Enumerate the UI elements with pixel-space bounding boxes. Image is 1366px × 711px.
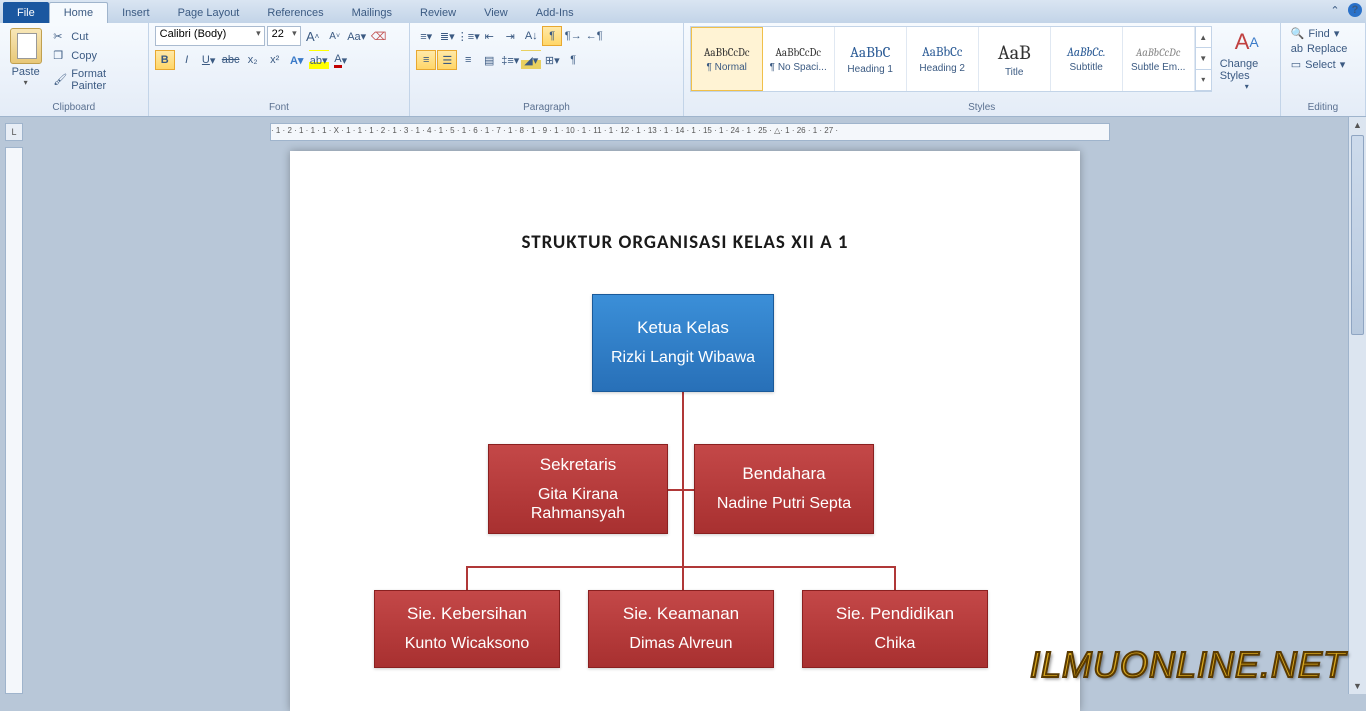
borders-button[interactable]: ⊞▾ [542, 50, 562, 70]
style-item[interactable]: AaBbCcDc¶ Normal [691, 27, 763, 91]
org-node-bendahara[interactable]: BendaharaNadine Putri Septa [694, 444, 874, 534]
rtl-button[interactable]: ←¶ [584, 26, 604, 46]
align-center-button[interactable]: ☰ [437, 50, 457, 70]
tab-references[interactable]: References [253, 2, 337, 23]
paragraph-mark-button[interactable]: ¶ [563, 50, 583, 70]
document-page: STRUKTUR ORGANISASI KELAS XII A 1 Ketua … [290, 151, 1080, 711]
superscript-button[interactable]: x² [265, 50, 285, 70]
find-button[interactable]: 🔍Find ▾ [1287, 26, 1359, 41]
style-item[interactable]: AaBbCcDc¶ No Spaci... [763, 27, 835, 91]
tab-mailings[interactable]: Mailings [338, 2, 406, 23]
org-chart[interactable]: Ketua KelasRizki Langit Wibawa Sekretaris… [290, 294, 1080, 694]
tab-page-layout[interactable]: Page Layout [164, 2, 254, 23]
multilevel-button[interactable]: ⋮≡▾ [458, 26, 478, 46]
styles-gallery: AaBbCcDc¶ NormalAaBbCcDc¶ No Spaci...AaB… [690, 26, 1212, 92]
org-node-sekretaris[interactable]: SekretarisGita Kirana Rahmansyah [488, 444, 668, 534]
group-label: Styles [684, 100, 1280, 115]
scroll-down-icon[interactable]: ▼ [1349, 678, 1366, 694]
change-case-button[interactable]: Aa▾ [347, 26, 367, 46]
ribbon: Paste ▾ ✂Cut ❐Copy 🖌Format Painter Clipb… [0, 23, 1366, 117]
style-item[interactable]: AaBTitle [979, 27, 1051, 91]
tab-addins[interactable]: Add-Ins [522, 2, 588, 23]
replace-icon: ab [1291, 43, 1303, 55]
highlight-button[interactable]: ab▾ [309, 50, 329, 70]
org-node-ketua[interactable]: Ketua KelasRizki Langit Wibawa [592, 294, 774, 392]
shading-button[interactable]: ◢▾ [521, 50, 541, 70]
tab-home[interactable]: Home [49, 2, 108, 23]
org-node-pendidikan[interactable]: Sie. PendidikanChika [802, 590, 988, 668]
font-size-select[interactable]: 22 [267, 26, 301, 46]
style-item[interactable]: AaBbCcDcSubtle Em... [1123, 27, 1195, 91]
style-item[interactable]: AaBbCHeading 1 [835, 27, 907, 91]
group-styles: AaBbCcDc¶ NormalAaBbCcDc¶ No Spaci...AaB… [684, 23, 1281, 116]
group-label: Font [149, 100, 410, 115]
increase-indent-button[interactable]: ⇥ [500, 26, 520, 46]
group-font: Calibri (Body) 22 A˄ A˅ Aa▾ ⌫ B I U▾ abc… [149, 23, 411, 116]
find-icon: 🔍 [1291, 27, 1305, 40]
decrease-indent-button[interactable]: ⇤ [479, 26, 499, 46]
font-color-button[interactable]: A▾ [331, 50, 351, 70]
group-paragraph: ≡▾ ≣▾ ⋮≡▾ ⇤ ⇥ A↓ ¶ ¶→ ←¶ ≡ ☰ ≡ ▤ ‡≡▾ ◢▾ … [410, 23, 683, 116]
show-marks-button[interactable]: ¶ [542, 26, 562, 46]
font-name-select[interactable]: Calibri (Body) [155, 26, 265, 46]
tab-review[interactable]: Review [406, 2, 470, 23]
align-left-button[interactable]: ≡ [416, 50, 436, 70]
group-clipboard: Paste ▾ ✂Cut ❐Copy 🖌Format Painter Clipb… [0, 23, 149, 116]
tab-view[interactable]: View [470, 2, 522, 23]
cut-button[interactable]: ✂Cut [49, 28, 141, 46]
justify-button[interactable]: ▤ [479, 50, 499, 70]
subscript-button[interactable]: x₂ [243, 50, 263, 70]
ribbon-minimize-icon[interactable]: ⌃ [1328, 3, 1342, 17]
paste-label: Paste [12, 66, 40, 78]
document-title: STRUKTUR ORGANISASI KELAS XII A 1 [290, 231, 1080, 254]
tab-bar: File Home Insert Page Layout References … [0, 0, 1366, 23]
paste-icon [10, 28, 42, 64]
ltr-button[interactable]: ¶→ [563, 26, 583, 46]
align-right-button[interactable]: ≡ [458, 50, 478, 70]
watermark: ILMUONLINE.NET [1030, 644, 1346, 686]
scroll-thumb[interactable] [1351, 135, 1364, 335]
group-label: Paragraph [410, 100, 682, 115]
help-icon[interactable]: ? [1348, 3, 1362, 17]
numbering-button[interactable]: ≣▾ [437, 26, 457, 46]
clear-formatting-button[interactable]: ⌫ [369, 26, 389, 46]
horizontal-ruler[interactable]: · 1 · 2 · 1 · 1 · 1 · X · 1 · 1 · 1 · 2 … [270, 123, 1110, 141]
strikethrough-button[interactable]: abc [221, 50, 241, 70]
group-label: Clipboard [0, 100, 148, 115]
scroll-up-icon[interactable]: ▲ [1349, 117, 1366, 133]
group-editing: 🔍Find ▾ abReplace ▭Select ▾ Editing [1281, 23, 1366, 116]
tab-insert[interactable]: Insert [108, 2, 164, 23]
line-spacing-button[interactable]: ‡≡▾ [500, 50, 520, 70]
styles-up-icon[interactable]: ▲ [1196, 27, 1211, 48]
org-node-kebersihan[interactable]: Sie. KebersihanKunto Wicaksono [374, 590, 560, 668]
org-node-keamanan[interactable]: Sie. KeamananDimas Alvreun [588, 590, 774, 668]
underline-button[interactable]: U▾ [199, 50, 219, 70]
workspace: L · 1 · 2 · 1 · 1 · 1 · X · 1 · 1 · 1 · … [0, 117, 1366, 694]
vertical-scrollbar[interactable]: ▲ ▼ [1348, 117, 1366, 694]
vertical-ruler[interactable] [5, 147, 23, 694]
change-styles-icon: AA [1231, 26, 1263, 58]
grow-font-button[interactable]: A˄ [303, 26, 323, 46]
select-icon: ▭ [1291, 58, 1301, 71]
style-item[interactable]: AaBbCc.Subtitle [1051, 27, 1123, 91]
bullets-button[interactable]: ≡▾ [416, 26, 436, 46]
italic-button[interactable]: I [177, 50, 197, 70]
format-painter-button[interactable]: 🖌Format Painter [49, 66, 141, 94]
group-label: Editing [1281, 100, 1365, 115]
bold-button[interactable]: B [155, 50, 175, 70]
file-tab[interactable]: File [3, 2, 49, 23]
shrink-font-button[interactable]: A˅ [325, 26, 345, 46]
sort-button[interactable]: A↓ [521, 26, 541, 46]
styles-more-icon[interactable]: ▾ [1196, 70, 1211, 91]
ruler-corner[interactable]: L [5, 123, 23, 141]
text-effects-button[interactable]: A▾ [287, 50, 307, 70]
select-button[interactable]: ▭Select ▾ [1287, 57, 1359, 72]
styles-down-icon[interactable]: ▼ [1196, 48, 1211, 69]
style-item[interactable]: AaBbCcHeading 2 [907, 27, 979, 91]
replace-button[interactable]: abReplace [1287, 42, 1359, 56]
copy-button[interactable]: ❐Copy [49, 47, 141, 65]
